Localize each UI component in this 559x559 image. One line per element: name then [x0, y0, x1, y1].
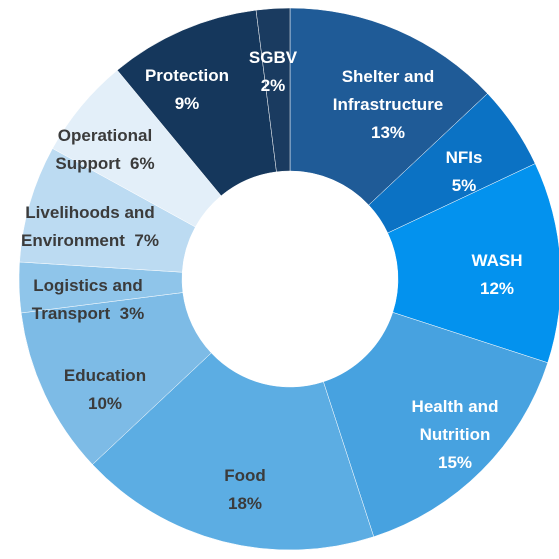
category-label: Operational Support — [55, 126, 153, 173]
value-label: 5% — [451, 176, 477, 195]
value-label: 10% — [87, 394, 123, 413]
category-label: SGBV — [248, 48, 298, 67]
segment — [255, 7, 291, 173]
segment — [289, 7, 488, 206]
segment — [323, 312, 549, 538]
category-label: Food — [224, 466, 266, 485]
segment — [92, 352, 375, 551]
value-label: 2% — [260, 76, 286, 95]
segment-label: Health and Nutrition 15% — [385, 393, 525, 477]
category-label: NFIs — [445, 148, 483, 167]
value-label: 12% — [479, 279, 515, 298]
segment-label: Operational Support 6% — [35, 122, 175, 178]
category-label: WASH — [471, 251, 523, 270]
value-label: 9% — [174, 94, 200, 113]
value-label: 7% — [134, 231, 159, 250]
segment-label: WASH 12% — [457, 247, 537, 303]
segment-label: Protection 9% — [132, 62, 242, 118]
value-label: 15% — [437, 453, 473, 472]
segment-label: Shelter and Infrastructure 13% — [313, 63, 463, 147]
category-label: Education — [63, 366, 147, 385]
category-label: Health and Nutrition — [411, 397, 499, 444]
category-label: Shelter and Infrastructure — [332, 67, 444, 114]
value-label: 6% — [130, 154, 155, 173]
segment-label: Food 18% — [205, 462, 285, 518]
segment-label: Logistics and Transport 3% — [18, 272, 158, 328]
value-label: 3% — [119, 304, 145, 323]
value-label: 13% — [370, 123, 406, 142]
category-label: Protection — [144, 66, 230, 85]
category-label: Logistics and Transport — [31, 276, 143, 323]
segment-label: NFIs 5% — [434, 144, 494, 200]
segment-label: Education 10% — [45, 362, 165, 418]
segment — [387, 163, 559, 364]
segment-label: Livelihoods and Environment 7% — [3, 199, 178, 255]
segment — [20, 292, 212, 465]
segment-label: SGBV 2% — [243, 44, 303, 100]
category-label: Livelihoods and Environment — [21, 203, 155, 250]
value-label: 18% — [227, 494, 263, 513]
